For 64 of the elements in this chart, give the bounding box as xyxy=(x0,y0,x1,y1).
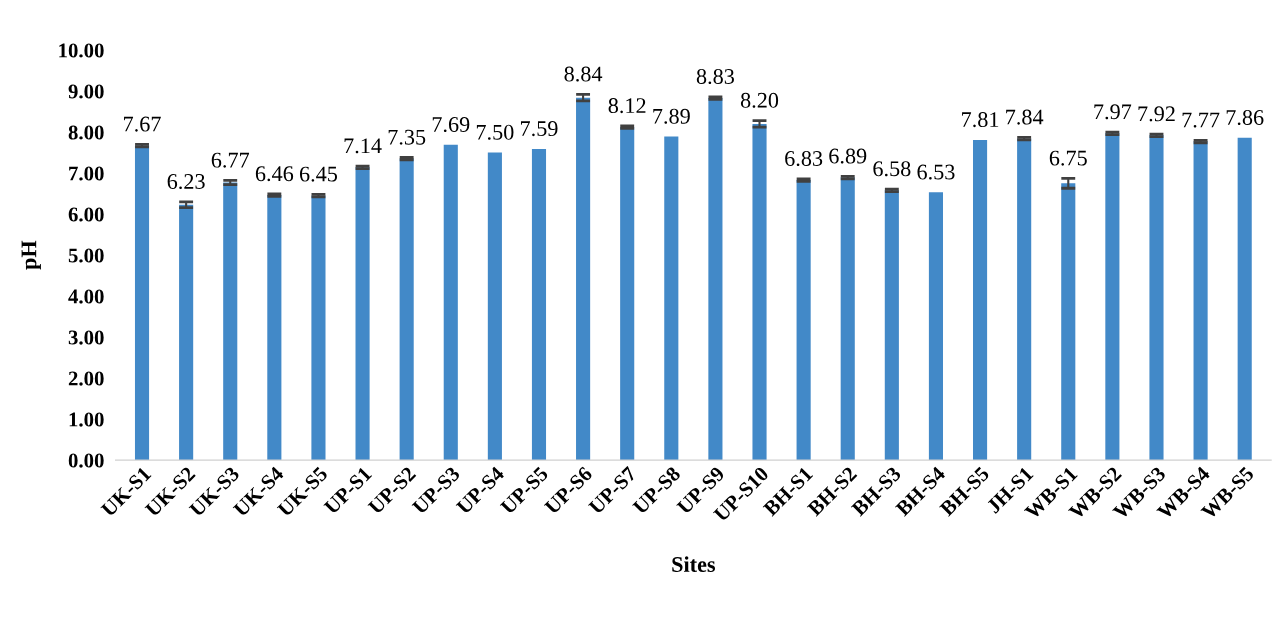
data-label: 8.20 xyxy=(740,92,779,108)
bar xyxy=(399,158,414,461)
y-tick-label: 8.00 xyxy=(68,125,104,140)
data-label: 6.77 xyxy=(211,152,250,168)
bar xyxy=(1061,183,1076,461)
y-axis-title: pH xyxy=(21,240,41,270)
x-axis-title: Sites xyxy=(672,556,716,572)
bar xyxy=(664,136,679,461)
y-tick-label: 3.00 xyxy=(68,330,104,345)
data-label: 7.89 xyxy=(653,108,690,124)
bar xyxy=(973,139,988,461)
bar xyxy=(1105,133,1120,461)
data-label: 7.81 xyxy=(962,112,999,128)
y-tick-label: 10.00 xyxy=(59,43,104,58)
bar xyxy=(487,152,502,461)
bar xyxy=(311,195,326,461)
data-label: 7.67 xyxy=(124,116,161,132)
data-label: 6.45 xyxy=(299,166,338,182)
bar xyxy=(531,148,547,461)
data-label: 7.14 xyxy=(344,138,382,154)
data-label: 8.83 xyxy=(696,68,734,85)
data-label: 6.46 xyxy=(255,166,294,182)
bar xyxy=(355,167,370,461)
data-label: 8.12 xyxy=(608,98,646,114)
bar xyxy=(1017,138,1032,461)
y-tick-label: 7.00 xyxy=(69,166,104,181)
bar xyxy=(884,190,899,461)
y-tick-label: 6.00 xyxy=(68,207,104,222)
data-label: 7.69 xyxy=(432,117,470,133)
data-label: 6.23 xyxy=(167,174,205,190)
bar xyxy=(1193,141,1208,461)
data-label: 7.50 xyxy=(476,124,514,140)
bar xyxy=(840,177,855,461)
data-label: 6.53 xyxy=(917,164,955,180)
bar xyxy=(267,195,282,461)
bar xyxy=(708,98,723,461)
data-label: 7.84 xyxy=(1006,109,1044,125)
y-tick-label: 1.00 xyxy=(69,412,104,427)
bar xyxy=(576,97,591,461)
y-tick-label: 5.00 xyxy=(68,248,104,263)
y-tick-label: 2.00 xyxy=(68,371,104,386)
bar xyxy=(752,123,767,461)
data-label: 7.77 xyxy=(1182,112,1220,128)
bar xyxy=(134,145,150,461)
y-tick-label: 0.00 xyxy=(68,453,104,468)
bar xyxy=(796,180,811,461)
bar xyxy=(443,144,458,461)
bar xyxy=(620,127,635,461)
data-label: 6.83 xyxy=(785,150,823,167)
y-tick-label: 9.00 xyxy=(68,84,104,99)
data-label: 7.35 xyxy=(388,129,426,145)
data-label: 7.92 xyxy=(1138,106,1175,122)
bar xyxy=(1237,137,1252,461)
data-label: 7.97 xyxy=(1094,104,1132,120)
y-tick-label: 4.00 xyxy=(68,289,104,304)
data-label: 7.86 xyxy=(1226,109,1264,126)
bar xyxy=(1149,135,1164,461)
data-label: 6.58 xyxy=(873,161,911,177)
data-label: 7.59 xyxy=(521,121,558,137)
bar xyxy=(179,204,194,461)
data-label: 6.75 xyxy=(1049,150,1087,166)
data-label: 8.84 xyxy=(564,66,603,82)
data-label: 6.89 xyxy=(829,148,867,164)
bar xyxy=(928,192,943,461)
